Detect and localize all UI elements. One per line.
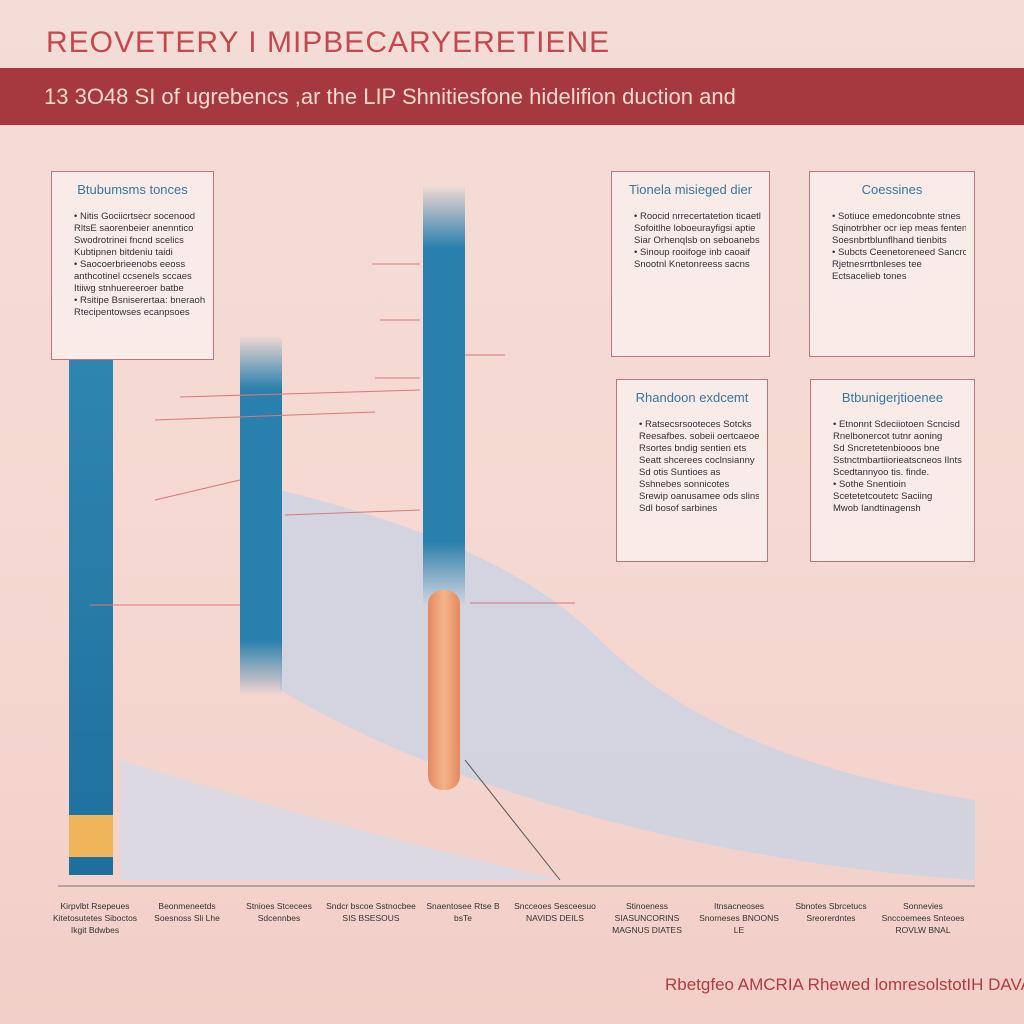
box-line: Sd otis Suntioes as	[639, 467, 721, 478]
axis-label: Sncceoes Sesceesuo NAVIDS DEILS	[514, 901, 596, 923]
box-title: Tionela misieged dier	[628, 182, 753, 197]
box-line: Rsortes bndig sentien ets	[639, 443, 747, 454]
box-line: Seatt shcerees coclnsianny	[639, 455, 755, 466]
bar	[69, 360, 113, 875]
info-box: Btubumsms tonces • Nitis Gociicrtsecr soc…	[51, 171, 214, 360]
axis-label: Sonnevies Snccoemees Snteoes ROVLW BNAL	[881, 901, 965, 935]
title: REOVETERY I MIPBECARYERETIENE	[46, 26, 611, 59]
box-line: Siar Orhenqlsb on seboanebs	[634, 235, 760, 246]
pointer	[464, 759, 561, 881]
box-line: • Roocid nrrecertatetion ticaetlares	[634, 211, 761, 222]
box-line: Scedtannyoo tis. finde.	[833, 467, 930, 478]
axis-label: Sbnotes Sbrcetucs Sreorerdntes	[795, 901, 867, 923]
highlight	[428, 590, 460, 790]
info-box: Btbunigerjtioenee • Etnonnt Sdeciiotoen S…	[810, 379, 975, 562]
box-line: • Etnonnt Sdeciiotoen Scncisd	[833, 419, 960, 430]
banner	[0, 68, 1024, 125]
box-line: • Ratsecsrsooteces Sotcks	[639, 419, 752, 430]
box-line: • Nitis Gociicrtsecr socenood	[74, 211, 196, 222]
axis-label: Beonmeneetds Soesnoss Sli Lhe	[154, 901, 220, 923]
box-line: Rtecipentowses ecanpsoes	[74, 307, 190, 318]
box-title: Coessines	[861, 182, 923, 197]
box-line: • Rsitipe Bsniserertaa: bneraohi	[74, 295, 205, 306]
box-title: Rhandoon exdcemt	[635, 390, 749, 405]
box-line: Sd Sncretetenbiooos bne	[833, 443, 940, 454]
box-line: Itiiwg stnhuereeroer batbe	[74, 283, 184, 294]
box-line: Reesafbes. sobeii oertcaeoel	[639, 431, 759, 442]
info-box: Tionela misieged dier • Roocid nrrecertat…	[611, 171, 770, 357]
info-box: Coessines • Sotiuce emedoncobnte stnes Sqi…	[809, 171, 975, 357]
box-line: Sofoitlhe loboeurayfigsi aptie	[634, 223, 756, 234]
info-box: Rhandoon exdcemt • Ratsecsrsooteces Sotck…	[616, 379, 768, 562]
box-line: • Sotiuce emedoncobnte stnes	[832, 211, 961, 222]
box-line: Mwob Iandtinagensh	[833, 503, 921, 514]
box-line: Sqinotrbher ocr iep meas fentenes	[832, 223, 966, 234]
box-line: Kubtipnen bitdeniu taidi	[74, 247, 173, 258]
box-line: Soesnbrtblunflhand tienbits	[832, 235, 947, 246]
box-line: RltsE saorenbeier anenntico	[74, 223, 194, 234]
box-title: Btubumsms tonces	[77, 182, 188, 197]
box-line: Swodrotrinei fncnd scelics	[74, 235, 184, 246]
bar	[423, 185, 465, 605]
box-line: Sshnebes sonnicotes	[639, 479, 730, 490]
box-line: Rnelbonercot tutnr aoning	[833, 431, 943, 442]
box-line: Srewip oanusamee ods slins	[639, 491, 759, 502]
footer: Rbetgfeo AMCRIA Rhewed lomresolstotIH DA…	[665, 975, 1024, 994]
box-title: Btbunigerjtioenee	[841, 390, 944, 405]
axis-label: Itnsacneoses Snorneses BNOONS LE	[699, 901, 779, 935]
box-line: Rjetnesrrtbnleses tee	[832, 259, 922, 270]
box-line: Sdl bosof sarbines	[639, 503, 718, 514]
axis-label: Kirpvlbt Rsepeues Kitetosutetes Siboctos…	[52, 901, 138, 935]
area	[120, 760, 560, 880]
subtitle: 13 3O48 SI of ugrebencs ,ar the LIP Shni…	[44, 84, 736, 109]
bar-segment	[69, 815, 113, 857]
box-line: Sstnctmbartiiorieatscneos Ilnts	[833, 455, 962, 466]
axis-label: Stnioes Stcecees Sdcennbes	[246, 901, 312, 923]
axis-label: Stinoeness SIASUNCORINS MAGNUS DIATES	[612, 901, 682, 935]
box-line: Scetetetcoutetc Saciing	[833, 491, 933, 502]
box-line: • Sinoup rooifoge inb caoaif	[634, 247, 750, 258]
box-line: anthcotinel ccsenels sccaes	[74, 271, 192, 282]
bar	[240, 335, 282, 695]
box-line: • Sothe Snentioin	[833, 479, 907, 490]
box-line: Snootnl Knetonreess sacns	[634, 259, 750, 270]
axis-label: Sndcr bscoe Sstnocbee SIS BSESOUS	[326, 901, 416, 923]
box-line: • Saocoerbrieenobs eeoss	[74, 259, 186, 270]
box-line: Ectsacelieb tones	[832, 271, 907, 282]
axis-label: Snaentosee Rtse B bsTe	[426, 901, 500, 923]
box-line: • Subcts Ceenetoreneed Sancrot	[832, 247, 966, 258]
